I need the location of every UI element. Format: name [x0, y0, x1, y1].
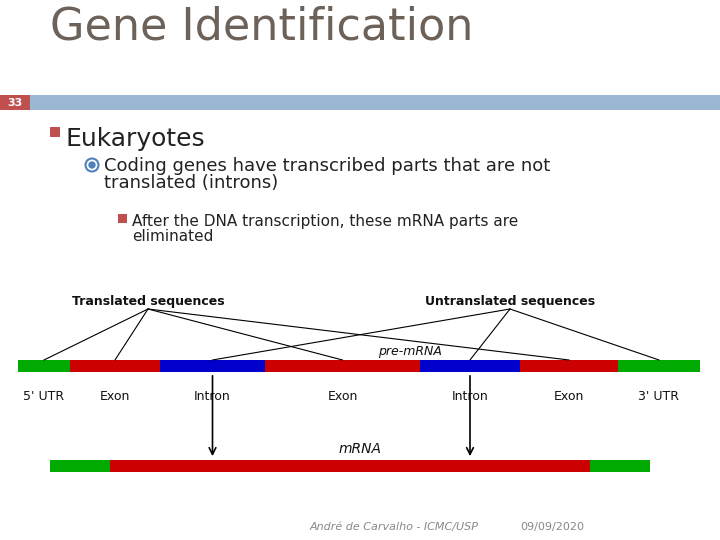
Text: Untranslated sequences: Untranslated sequences [425, 295, 595, 308]
FancyBboxPatch shape [590, 460, 650, 472]
Text: 09/09/2020: 09/09/2020 [520, 522, 584, 532]
Text: 5' UTR: 5' UTR [24, 390, 65, 403]
Text: pre-mRNA: pre-mRNA [378, 345, 442, 358]
FancyBboxPatch shape [110, 460, 590, 472]
Text: Exon: Exon [554, 390, 584, 403]
Text: 3' UTR: 3' UTR [639, 390, 680, 403]
FancyBboxPatch shape [265, 360, 420, 372]
Text: Intron: Intron [451, 390, 488, 403]
Text: eliminated: eliminated [132, 229, 213, 244]
Text: André de Carvalho - ICMC/USP: André de Carvalho - ICMC/USP [310, 522, 479, 532]
FancyBboxPatch shape [70, 360, 160, 372]
Text: After the DNA transcription, these mRNA parts are: After the DNA transcription, these mRNA … [132, 214, 518, 229]
Text: Intron: Intron [194, 390, 231, 403]
Text: Eukaryotes: Eukaryotes [66, 127, 206, 151]
FancyBboxPatch shape [420, 360, 520, 372]
FancyBboxPatch shape [618, 360, 700, 372]
FancyBboxPatch shape [50, 127, 60, 137]
FancyBboxPatch shape [118, 214, 127, 223]
Circle shape [89, 162, 95, 168]
FancyBboxPatch shape [520, 360, 618, 372]
FancyBboxPatch shape [160, 360, 265, 372]
Text: Exon: Exon [328, 390, 358, 403]
Text: 33: 33 [7, 98, 22, 107]
Text: Gene Identification: Gene Identification [50, 5, 473, 48]
Text: Exon: Exon [100, 390, 130, 403]
Text: translated (introns): translated (introns) [104, 174, 278, 192]
FancyBboxPatch shape [0, 95, 30, 110]
FancyBboxPatch shape [30, 95, 720, 110]
FancyBboxPatch shape [50, 460, 110, 472]
Text: Coding genes have transcribed parts that are not: Coding genes have transcribed parts that… [104, 157, 550, 175]
Text: Translated sequences: Translated sequences [72, 295, 225, 308]
FancyBboxPatch shape [18, 360, 70, 372]
Text: mRNA: mRNA [338, 442, 382, 456]
